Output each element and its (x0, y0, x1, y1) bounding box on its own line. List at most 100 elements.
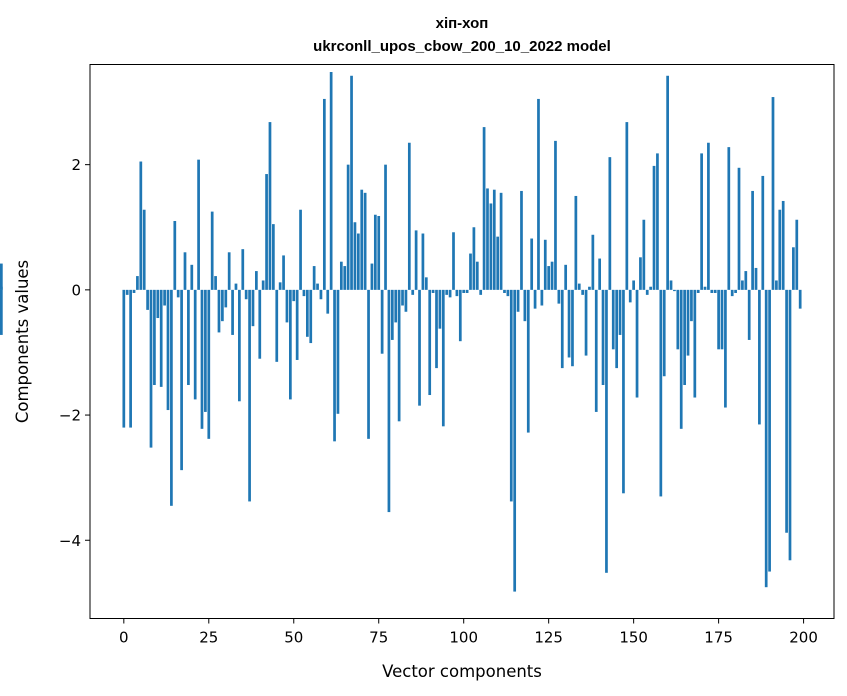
bar-95 (445, 289, 449, 295)
bar-85 (411, 289, 415, 295)
bar-37 (248, 289, 251, 502)
bar-164 (679, 289, 683, 429)
bar-56 (312, 266, 316, 290)
bar-73 (370, 263, 374, 290)
bar-161 (669, 280, 673, 290)
bar-152 (639, 257, 642, 290)
bar-171 (703, 286, 707, 290)
bar-12 (163, 289, 166, 306)
bar-194 (781, 200, 785, 290)
x-tick-label: 75 (369, 629, 388, 647)
bar-45 (275, 289, 279, 362)
bar-60 (326, 289, 330, 314)
x-tick-label: 200 (789, 629, 818, 647)
bar-90 (428, 289, 432, 396)
bar-94 (441, 289, 445, 427)
x-tick-label: 175 (704, 629, 733, 647)
x-axis-ticks: 0 25 50 75 100 125 150 175 200 (119, 618, 818, 647)
bar-79 (390, 289, 394, 340)
bar-140 (598, 258, 602, 290)
bar-99 (458, 289, 462, 342)
bar-131 (567, 289, 571, 358)
bar-26 (210, 211, 214, 290)
bar-126 (550, 261, 554, 290)
bar-141 (601, 289, 605, 386)
bar-147 (622, 289, 625, 494)
chart-title-line-1: хіп-хоп (436, 15, 489, 32)
bar-128 (557, 289, 561, 304)
bar-98 (455, 289, 459, 297)
bar-25 (207, 289, 211, 439)
bar-59 (322, 98, 326, 290)
bar-142 (605, 289, 608, 573)
bar-182 (741, 280, 744, 290)
bar-69 (356, 233, 360, 290)
bar-104 (475, 261, 479, 290)
bar-148 (625, 122, 629, 290)
bar-189 (764, 289, 768, 588)
bar-174 (713, 289, 717, 293)
bar-184 (747, 289, 751, 340)
bar-91 (431, 289, 435, 293)
bar-47 (282, 255, 285, 290)
bar-83 (404, 289, 408, 312)
bar-160 (666, 75, 669, 290)
bar-132 (571, 289, 574, 367)
bar-163 (676, 289, 680, 350)
bar-170 (700, 153, 703, 290)
x-tick-label: 50 (284, 629, 303, 647)
bar-66 (346, 164, 350, 290)
bar-96 (448, 289, 452, 298)
bar-27 (214, 276, 217, 290)
bar-136 (584, 289, 588, 356)
bar-46 (278, 282, 282, 290)
y-tick-label: 2 (71, 156, 81, 174)
bar-9 (153, 289, 156, 386)
bar-179 (730, 289, 734, 297)
bar-193 (778, 209, 782, 290)
bar-181 (737, 167, 741, 290)
bar-2 (129, 289, 132, 428)
bar-116 (516, 289, 520, 312)
bar-41 (261, 280, 265, 290)
bar-undefined (0, 263, 3, 290)
bar-82 (401, 289, 404, 306)
bar-198 (795, 219, 799, 290)
bar-115 (513, 289, 517, 592)
bar-159 (662, 289, 666, 377)
bar-120 (530, 238, 534, 290)
bar-107 (486, 188, 489, 290)
bar-153 (642, 219, 646, 290)
bar-75 (377, 215, 381, 290)
bar-113 (506, 289, 510, 297)
bar-133 (574, 195, 578, 290)
bar-111 (499, 192, 503, 290)
bar-143 (608, 157, 612, 290)
bar-119 (526, 289, 530, 433)
bar-112 (503, 289, 506, 293)
bar-7 (146, 289, 149, 310)
bar-18 (183, 252, 187, 290)
bar-31 (227, 252, 231, 290)
bar-150 (632, 280, 635, 290)
bar-192 (775, 280, 778, 290)
bar-74 (373, 214, 377, 290)
bar-64 (339, 261, 343, 290)
bar-146 (618, 289, 622, 335)
bar-185 (751, 190, 754, 290)
bar-114 (509, 289, 513, 502)
x-tick-label: 0 (119, 629, 129, 647)
bar-191 (771, 97, 775, 290)
bar-121 (533, 289, 537, 309)
bar-36 (244, 289, 248, 300)
y-tick-label: −2 (59, 407, 81, 425)
bar-100 (462, 289, 466, 293)
bar-72 (367, 289, 370, 439)
x-tick-label: 25 (199, 629, 218, 647)
bar-4 (136, 276, 139, 290)
bar-175 (717, 289, 720, 350)
bar-5 (139, 161, 143, 290)
bar-103 (472, 227, 476, 290)
bar-188 (761, 175, 765, 290)
bar-97 (452, 232, 455, 290)
